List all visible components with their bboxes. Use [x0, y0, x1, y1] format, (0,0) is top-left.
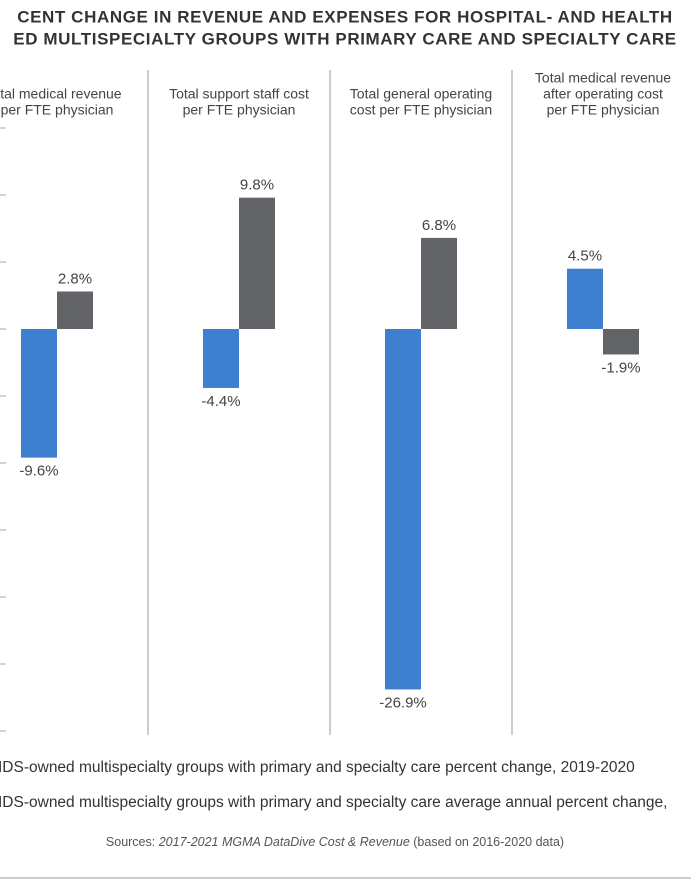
category-label: Total medical revenue	[535, 70, 671, 86]
bar	[57, 291, 93, 329]
category-label: Total general operating	[350, 86, 492, 102]
bar	[21, 329, 57, 458]
value-label: -1.9%	[601, 359, 640, 376]
source-title: 2017-2021 MGMA DataDive Cost & Revenue	[158, 835, 410, 849]
bar	[203, 329, 239, 388]
category-label: per FTE physician	[547, 102, 660, 118]
bar	[421, 237, 457, 329]
value-label: 6.8%	[422, 217, 456, 234]
source-prefix: Sources:	[106, 835, 159, 849]
bar	[385, 329, 421, 690]
source: Sources: 2017-2021 MGMA DataDive Cost & …	[106, 835, 564, 849]
legend-label: IDS-owned multispecialty groups with pri…	[0, 759, 635, 776]
category-label: after operating cost	[543, 86, 663, 102]
chart-title: ED MULTISPECIALTY GROUPS WITH PRIMARY CA…	[13, 29, 676, 48]
category-label: otal medical revenue	[0, 86, 122, 102]
chart-title: CENT CHANGE IN REVENUE AND EXPENSES FOR …	[17, 7, 673, 26]
value-label: -26.9%	[379, 694, 427, 711]
value-label: -9.6%	[19, 463, 58, 480]
value-label: 4.5%	[568, 248, 602, 265]
value-label: 9.8%	[240, 177, 274, 194]
source-note: (based on 2016-2020 data)	[410, 835, 564, 849]
legend-label: IDS-owned multispecialty groups with pri…	[0, 794, 667, 811]
bar	[567, 268, 603, 329]
value-label: -4.4%	[201, 393, 240, 410]
bar	[603, 329, 639, 355]
category-label: per FTE physician	[183, 102, 296, 118]
category-label: Total support staff cost	[169, 86, 309, 102]
bar	[239, 197, 275, 329]
value-label: 2.8%	[58, 270, 92, 287]
category-label: cost per FTE physician	[350, 102, 492, 118]
category-label: per FTE physician	[1, 102, 114, 118]
